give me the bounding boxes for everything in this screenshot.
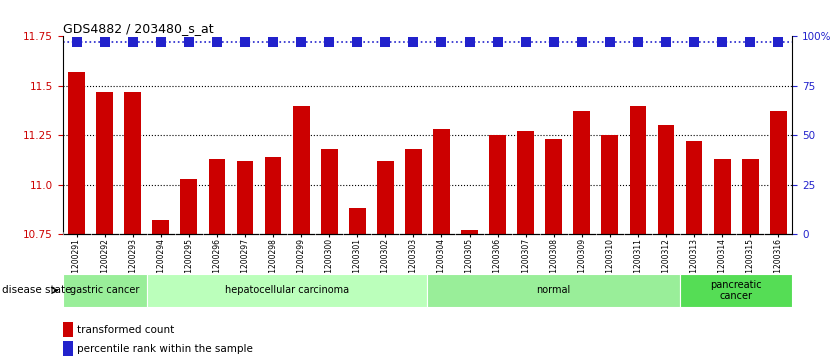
- Text: normal: normal: [536, 285, 570, 295]
- Bar: [714, 159, 731, 234]
- Point: [687, 39, 701, 45]
- Point: [631, 39, 645, 45]
- Bar: [741, 159, 759, 234]
- Bar: [680, 274, 792, 307]
- Point: [660, 39, 673, 45]
- Point: [491, 39, 505, 45]
- Bar: [96, 92, 113, 234]
- Point: [603, 39, 616, 45]
- Point: [154, 39, 168, 45]
- Point: [744, 39, 757, 45]
- Point: [266, 39, 279, 45]
- Text: percentile rank within the sample: percentile rank within the sample: [77, 344, 253, 354]
- Bar: [68, 72, 85, 234]
- Bar: [545, 139, 562, 234]
- Bar: [153, 220, 169, 234]
- Point: [575, 39, 589, 45]
- Text: GDS4882 / 203480_s_at: GDS4882 / 203480_s_at: [63, 22, 214, 35]
- Bar: [433, 129, 450, 234]
- Point: [716, 39, 729, 45]
- Bar: [124, 92, 141, 234]
- Point: [407, 39, 420, 45]
- Text: hepatocellular carcinoma: hepatocellular carcinoma: [225, 285, 349, 295]
- Bar: [686, 141, 702, 234]
- Bar: [293, 106, 309, 234]
- Text: disease state: disease state: [2, 285, 71, 295]
- Bar: [264, 157, 281, 234]
- Point: [547, 39, 560, 45]
- Bar: [237, 161, 254, 234]
- Bar: [657, 125, 675, 234]
- Text: pancreatic
cancer: pancreatic cancer: [711, 280, 762, 301]
- Point: [323, 39, 336, 45]
- Point: [350, 39, 364, 45]
- Bar: [377, 161, 394, 234]
- Bar: [573, 111, 590, 234]
- Point: [519, 39, 532, 45]
- Bar: [601, 135, 618, 234]
- Bar: [321, 149, 338, 234]
- Bar: [517, 131, 534, 234]
- Text: gastric cancer: gastric cancer: [70, 285, 139, 295]
- Bar: [63, 341, 73, 356]
- Point: [239, 39, 252, 45]
- Bar: [405, 149, 422, 234]
- Bar: [147, 274, 427, 307]
- Point: [379, 39, 392, 45]
- Bar: [630, 106, 646, 234]
- Point: [435, 39, 448, 45]
- Point: [98, 39, 111, 45]
- Bar: [461, 230, 478, 234]
- Point: [463, 39, 476, 45]
- Text: transformed count: transformed count: [77, 325, 174, 335]
- Point: [210, 39, 224, 45]
- Point: [182, 39, 195, 45]
- Point: [294, 39, 308, 45]
- Bar: [427, 274, 680, 307]
- Bar: [63, 274, 147, 307]
- Point: [70, 39, 83, 45]
- Point: [126, 39, 139, 45]
- Bar: [349, 208, 365, 234]
- Bar: [180, 179, 198, 234]
- Bar: [770, 111, 786, 234]
- Bar: [490, 135, 506, 234]
- Bar: [63, 322, 73, 338]
- Bar: [208, 159, 225, 234]
- Point: [771, 39, 785, 45]
